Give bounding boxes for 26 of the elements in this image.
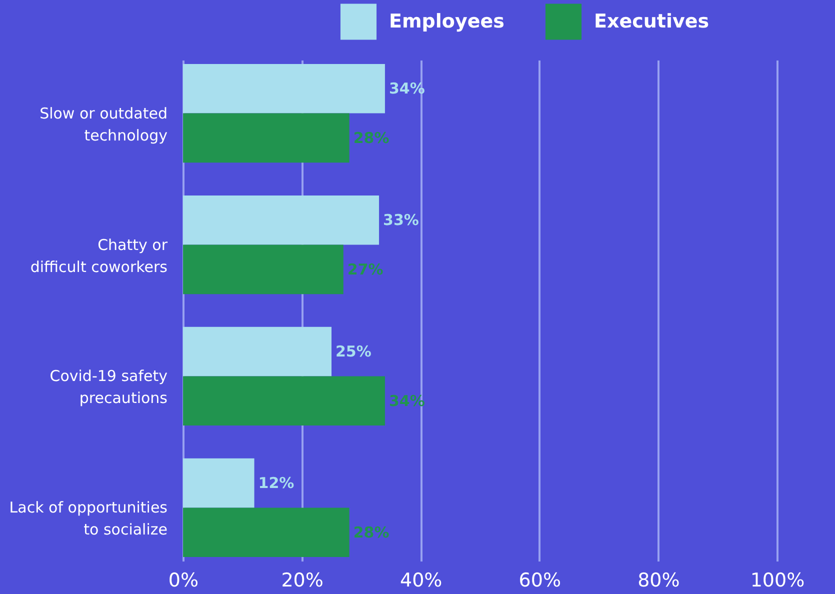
x-tick-label: 40%: [400, 570, 442, 592]
legend-label: Executives: [594, 10, 710, 33]
data-label: 33%: [383, 211, 419, 230]
data-label: 27%: [347, 260, 384, 278]
x-tick-label: 60%: [518, 570, 562, 592]
x-tick-label: 0%: [168, 570, 199, 592]
data-label: 28%: [353, 523, 390, 542]
y-tick-label: Slow or outdated technology: [40, 104, 168, 144]
y-tick-label: Covid-19 safety precautions: [50, 367, 168, 408]
bar: [183, 458, 254, 508]
bar: [183, 64, 385, 114]
data-label: 25%: [336, 342, 372, 361]
bar: [183, 376, 385, 426]
bar: [183, 508, 350, 558]
data-label: 28%: [353, 128, 390, 147]
y-tick-label: Lack of opportunities to socialize: [9, 498, 168, 539]
y-tick-label: Chatty or difficult coworkers: [30, 236, 168, 276]
x-tick-label: 100%: [750, 570, 805, 592]
data-label: 12%: [258, 474, 294, 492]
x-tick-label: 20%: [281, 570, 324, 592]
legend-label: Employees: [389, 10, 504, 33]
bar: [183, 244, 344, 294]
bar: [183, 113, 350, 163]
x-tick-label: 80%: [638, 570, 680, 592]
bar: [183, 326, 332, 376]
bar: [183, 195, 380, 245]
